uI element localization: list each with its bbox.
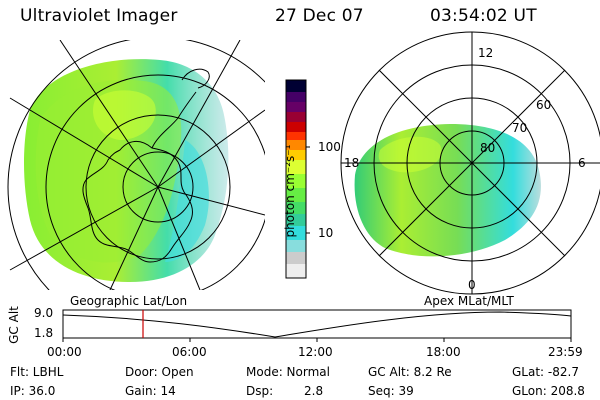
status-gain: Gain: 14 bbox=[125, 384, 176, 398]
right-aurora-image bbox=[354, 124, 541, 257]
mlat-label-80: 80 bbox=[480, 141, 496, 155]
right-polar-grid bbox=[340, 31, 600, 295]
date-label: 27 Dec 07 bbox=[275, 6, 364, 26]
left-aurora-image bbox=[24, 59, 229, 283]
status-glon: GLon: 208.8 bbox=[512, 384, 585, 398]
colorbar-tick-100: 100 bbox=[318, 140, 341, 154]
left-geographic-grid bbox=[7, 40, 265, 290]
status-dsp-label: Dsp: bbox=[246, 384, 274, 398]
status-dsp-value: 2.8 bbox=[304, 384, 324, 398]
mlt-label-0: 0 bbox=[468, 278, 476, 292]
time-tick-1800: 18:00 bbox=[426, 345, 461, 359]
instrument-title: Ultraviolet Imager bbox=[20, 6, 178, 26]
time-label: 03:54:02 UT bbox=[430, 6, 537, 26]
mlat-label-60: 60 bbox=[536, 98, 552, 112]
colorbar bbox=[285, 79, 310, 279]
status-filter: Flt: LBHL bbox=[10, 365, 64, 379]
status-mode: Mode: Normal bbox=[246, 365, 330, 379]
right-map-caption: Apex MLat/MLT bbox=[424, 294, 514, 308]
altitude-ytick-top: 9.0 bbox=[34, 306, 54, 320]
mlat-label-70: 70 bbox=[512, 121, 528, 135]
left-map-caption: Geographic Lat/Lon bbox=[70, 294, 188, 308]
altitude-plot bbox=[62, 309, 572, 342]
mlt-label-18: 18 bbox=[344, 156, 360, 170]
status-seq: Seq: 39 bbox=[368, 384, 414, 398]
mlt-label-6: 6 bbox=[578, 156, 586, 170]
status-glat: GLat: -82.7 bbox=[512, 365, 579, 379]
colorbar-tick-10: 10 bbox=[318, 226, 334, 240]
altitude-ytick-bottom: 1.8 bbox=[34, 326, 54, 340]
status-gc-alt: GC Alt: 8.2 Re bbox=[368, 365, 452, 379]
colorbar-unit-label: photon cm⁻²s⁻¹ bbox=[283, 144, 297, 238]
status-door: Door: Open bbox=[125, 365, 194, 379]
time-tick-1200: 12:00 bbox=[298, 345, 333, 359]
altitude-ylabel: GC Alt bbox=[7, 306, 21, 344]
time-tick-0600: 06:00 bbox=[172, 345, 207, 359]
time-tick-0000: 00:00 bbox=[47, 345, 82, 359]
status-ip: IP: 36.0 bbox=[10, 384, 56, 398]
mlt-label-12: 12 bbox=[478, 46, 494, 60]
time-tick-2359: 23:59 bbox=[548, 345, 583, 359]
